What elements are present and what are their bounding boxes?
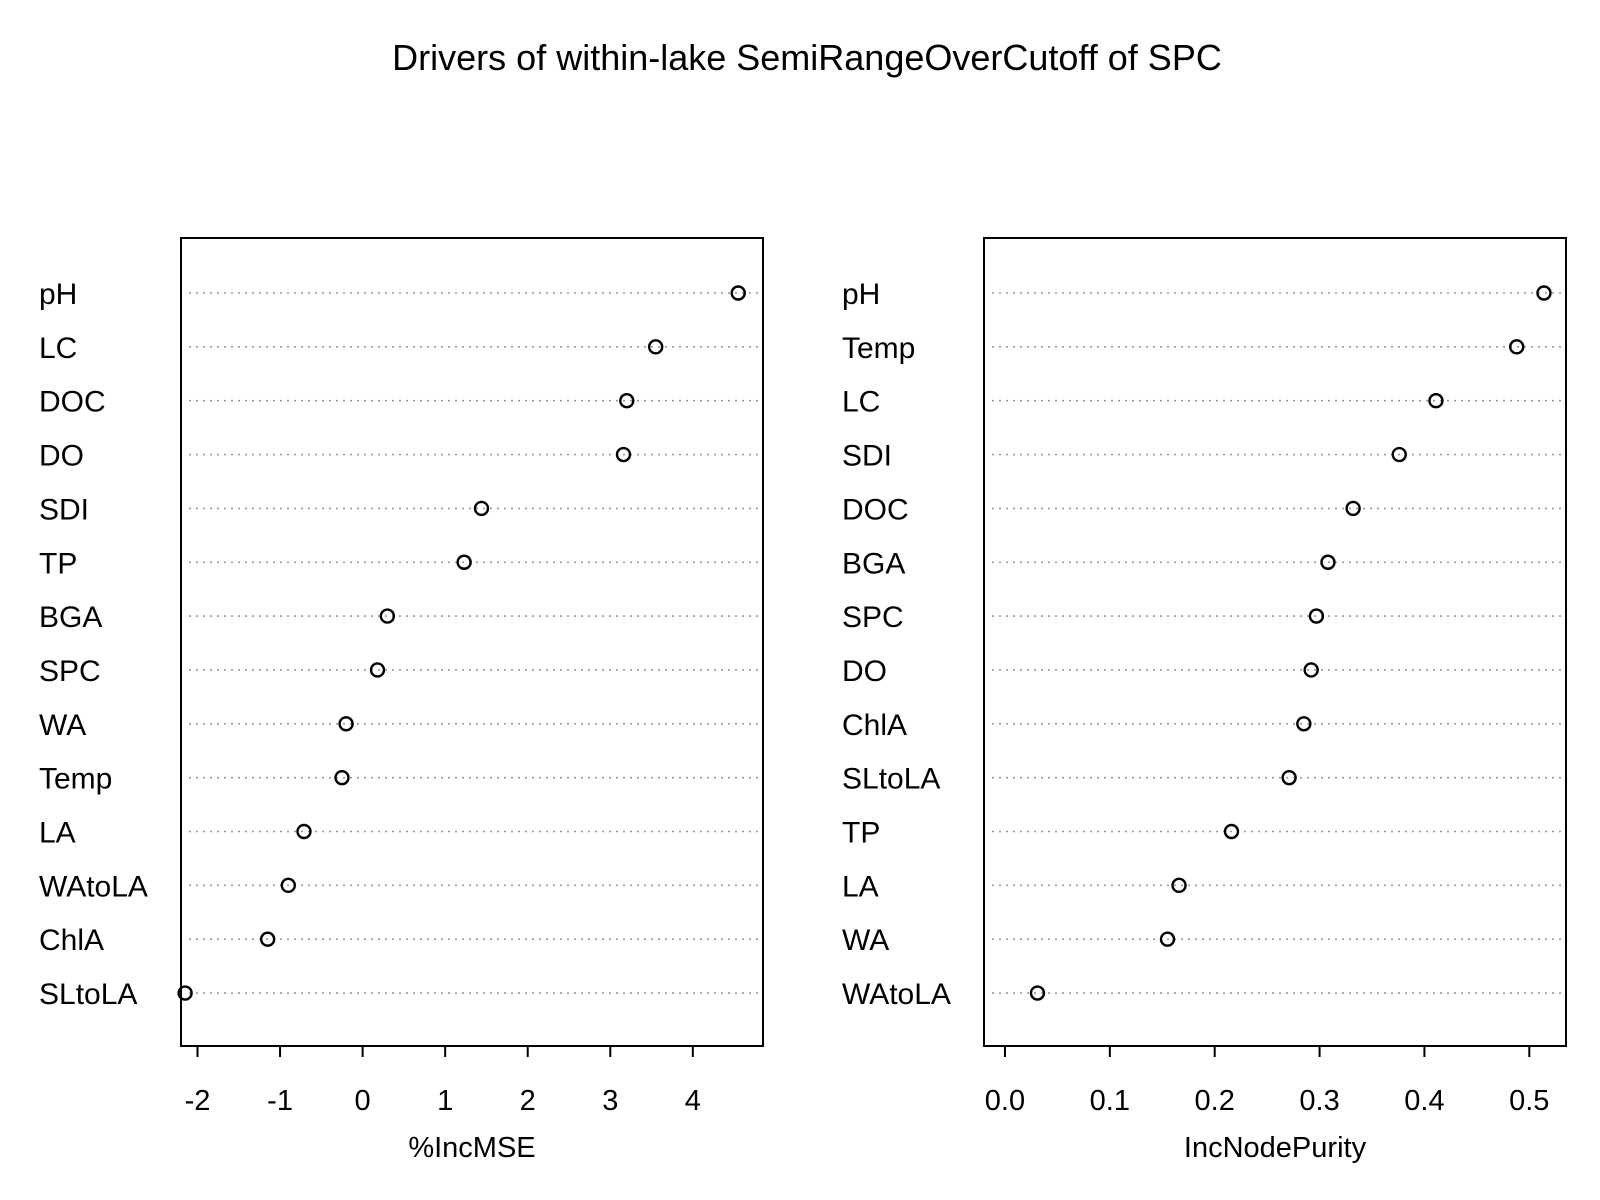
incnodepurity-data-point <box>1159 931 1176 947</box>
incmse-data-point <box>619 393 635 409</box>
incnodepurity-tick-label: 0.3 <box>1299 1085 1339 1117</box>
incnodepurity-ticks: 0.0 0.1 0.2 0.3 0.4 0.5 <box>985 1046 1549 1117</box>
incnodepurity-row-label: SDI <box>842 440 892 473</box>
incmse-row-label: Temp <box>39 763 112 796</box>
incmse-data-point <box>730 285 746 301</box>
incmse-tick-label: -2 <box>185 1085 211 1117</box>
incmse-row-label: TP <box>39 547 77 580</box>
incnodepurity-tick-label: 0.2 <box>1195 1085 1235 1117</box>
incmse-x-axis-title: %IncMSE <box>408 1132 535 1164</box>
incnodepurity-row-label: LC <box>842 386 880 419</box>
incmse-tick-label: 4 <box>685 1085 701 1117</box>
incmse-row-label: SDI <box>39 493 89 526</box>
incnodepurity-data-point <box>1171 877 1187 894</box>
incmse-data-point <box>177 985 193 1001</box>
incmse-data-point <box>615 446 632 463</box>
incmse-row-label: DOC <box>39 386 106 419</box>
incnodepurity-row-label: pH <box>842 278 880 311</box>
incmse-tick-label: 0 <box>355 1085 371 1117</box>
incmse-data-point <box>259 931 276 947</box>
incnodepurity-row-label: BGA <box>842 547 905 580</box>
incnodepurity-data-point <box>1303 662 1319 678</box>
incnodepurity-data-point <box>1345 500 1361 517</box>
incmse-row-label: BGA <box>39 601 102 634</box>
incmse-row-label: ChlA <box>39 924 104 957</box>
incnodepurity-row-label: LA <box>842 870 879 903</box>
incnodepurity-data-point <box>1308 608 1325 624</box>
incnodepurity-data-point <box>1428 393 1444 409</box>
incmse-row-label: WAtoLA <box>39 870 148 903</box>
incmse-tick-label: -1 <box>267 1085 293 1117</box>
incmse-rows: pH LC DOC DO SDI TP BGA SPC WA Temp LA WAtoLA ChlA SL… <box>39 278 759 1011</box>
incmse-data-point <box>296 823 312 840</box>
incnodepurity-x-axis-title: IncNodePurity <box>1184 1132 1367 1164</box>
incnodepurity-tick-label: 0.5 <box>1509 1085 1549 1117</box>
incnodepurity-data-point <box>1509 339 1525 355</box>
incmse-ticks: -2 -1 0 1 2 3 4 <box>185 1046 701 1117</box>
incnodepurity-row-label: DO <box>842 655 887 688</box>
incmse-data-point <box>369 662 386 678</box>
incnodepurity-rows: pH Temp LC SDI DOC BGA SPC DO ChlA SLtoLA TP LA WA WA… <box>842 278 1562 1011</box>
incnodepurity-tick-label: 0.0 <box>985 1085 1025 1117</box>
incnodepurity-data-point <box>1391 446 1407 463</box>
incnodepurity-panel: IncNodePurity pH Temp LC SDI DOC BGA SPC DO ChlA… <box>842 237 1567 1164</box>
incmse-data-point <box>334 769 350 786</box>
incmse-data-point <box>338 716 354 732</box>
incmse-row-label: SPC <box>39 655 101 688</box>
incnodepurity-data-point <box>1281 769 1297 786</box>
incnodepurity-row-label: WA <box>842 924 889 957</box>
incnodepurity-tick-label: 0.1 <box>1090 1085 1130 1117</box>
incnodepurity-row-label: ChlA <box>842 709 907 742</box>
incmse-data-point <box>473 500 490 517</box>
incnodepurity-row-label: WAtoLA <box>842 978 951 1011</box>
incmse-row-label: LA <box>39 817 76 850</box>
incnodepurity-row-label: SLtoLA <box>842 763 940 796</box>
incmse-data-point <box>647 339 664 355</box>
incmse-row-label: DO <box>39 440 84 473</box>
incmse-panel: %IncMSE pH LC DOC DO SDI TP BGA SPC WA Temp LA WAto… <box>39 237 764 1164</box>
incnodepurity-data-point <box>1296 716 1312 732</box>
incmse-row-label: WA <box>39 709 86 742</box>
incmse-row-label: LC <box>39 332 77 365</box>
incmse-row-label: SLtoLA <box>39 978 137 1011</box>
incnodepurity-row-label: TP <box>842 817 880 850</box>
incmse-tick-label: 1 <box>437 1085 453 1117</box>
chart-title: Drivers of within-lake SemiRangeOverCuto… <box>392 37 1222 78</box>
incnodepurity-data-point <box>1029 985 1046 1001</box>
incmse-tick-label: 2 <box>520 1085 536 1117</box>
incnodepurity-row-label: SPC <box>842 601 904 634</box>
incnodepurity-data-point <box>1223 823 1240 840</box>
incnodepurity-row-label: Temp <box>842 332 915 365</box>
incnodepurity-data-point <box>1320 554 1336 570</box>
incnodepurity-data-point <box>1536 285 1552 301</box>
incnodepurity-row-label: DOC <box>842 493 909 526</box>
incmse-data-point <box>379 608 396 624</box>
incnodepurity-tick-label: 0.4 <box>1404 1085 1444 1117</box>
incmse-data-point <box>456 554 472 570</box>
incmse-row-label: pH <box>39 278 77 311</box>
incmse-data-point <box>280 877 297 894</box>
incmse-tick-label: 3 <box>602 1085 618 1117</box>
